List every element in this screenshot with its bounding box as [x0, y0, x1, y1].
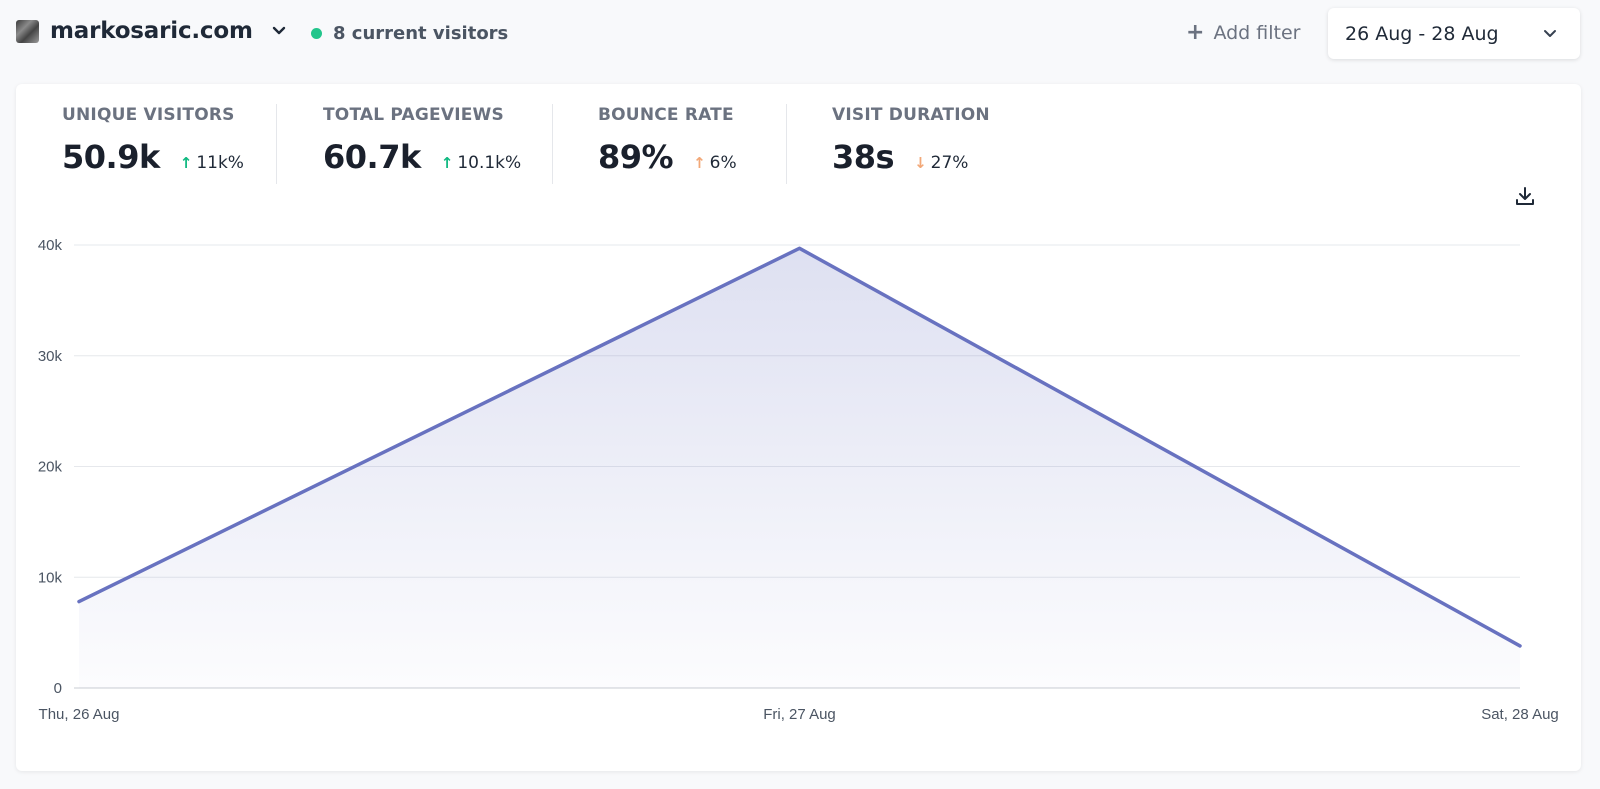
- stat-row: 60.7k ↑ 10.1k%: [323, 138, 521, 176]
- y-tick-label: 30k: [38, 348, 63, 365]
- stat-value: 89%: [598, 138, 674, 176]
- date-range-picker[interactable]: 26 Aug - 28 Aug: [1328, 8, 1580, 59]
- current-visitors[interactable]: 8 current visitors: [311, 23, 508, 44]
- stat-row: 38s ↓ 27%: [832, 138, 968, 176]
- y-tick-label: 20k: [38, 459, 63, 476]
- live-dot-icon: [311, 28, 322, 39]
- stat-label: TOTAL PAGEVIEWS: [323, 105, 504, 125]
- stat-value: 38s: [832, 138, 895, 176]
- stat-change: ↑ 11k%: [180, 153, 244, 173]
- add-filter-button[interactable]: + Add filter: [1186, 20, 1301, 45]
- stat-row: 50.9k ↑ 11k%: [62, 138, 244, 176]
- stat-row: 89% ↑ 6%: [598, 138, 737, 176]
- stat-label: UNIQUE VISITORS: [62, 105, 235, 125]
- data-point[interactable]: [73, 596, 85, 608]
- add-filter-label: Add filter: [1213, 22, 1301, 44]
- divider: [552, 104, 553, 184]
- arrow-up-icon: ↑: [693, 154, 706, 172]
- site-favicon-icon: [16, 19, 39, 43]
- divider: [276, 104, 277, 184]
- stat-change: ↑ 6%: [693, 153, 737, 173]
- data-point[interactable]: [1514, 640, 1526, 652]
- stat-change-value: 11k%: [196, 153, 244, 173]
- stat-value: 60.7k: [323, 138, 421, 176]
- arrow-down-icon: ↓: [914, 154, 927, 172]
- y-tick-label: 40k: [38, 237, 63, 254]
- stat-label: BOUNCE RATE: [598, 105, 734, 125]
- stat-change: ↑ 10.1k%: [441, 153, 521, 173]
- stat-change-value: 27%: [930, 153, 969, 173]
- chevron-down-icon: [1544, 30, 1556, 37]
- date-range-label: 26 Aug - 28 Aug: [1345, 23, 1499, 45]
- x-tick-label: Sat, 28 Aug: [1481, 706, 1559, 723]
- series-area: [79, 248, 1520, 688]
- series-line-visitors: [77, 246, 1522, 648]
- stat-label: VISIT DURATION: [832, 105, 990, 125]
- stat-change-value: 6%: [709, 153, 737, 173]
- x-tick-label: Thu, 26 Aug: [39, 706, 120, 723]
- stat-change-value: 10.1k%: [457, 153, 522, 173]
- download-icon[interactable]: [1513, 184, 1537, 208]
- site-switcher[interactable]: markosaric.com: [16, 18, 289, 44]
- stat-change: ↓ 27%: [914, 153, 968, 173]
- arrow-up-icon: ↑: [179, 154, 193, 172]
- arrow-up-icon: ↑: [440, 154, 454, 172]
- divider: [786, 104, 787, 184]
- y-tick-label: 0: [54, 680, 62, 697]
- current-visitors-label: 8 current visitors: [333, 23, 509, 44]
- y-tick-label: 10k: [38, 569, 63, 586]
- stat-value: 50.9k: [62, 138, 160, 176]
- site-name: markosaric.com: [50, 18, 253, 44]
- top-bar: markosaric.com 8 current visitors + Add …: [0, 0, 1600, 70]
- plus-icon: +: [1186, 20, 1205, 45]
- chevron-down-icon[interactable]: [269, 21, 289, 41]
- data-point[interactable]: [794, 242, 806, 254]
- x-tick-label: Fri, 27 Aug: [763, 706, 836, 723]
